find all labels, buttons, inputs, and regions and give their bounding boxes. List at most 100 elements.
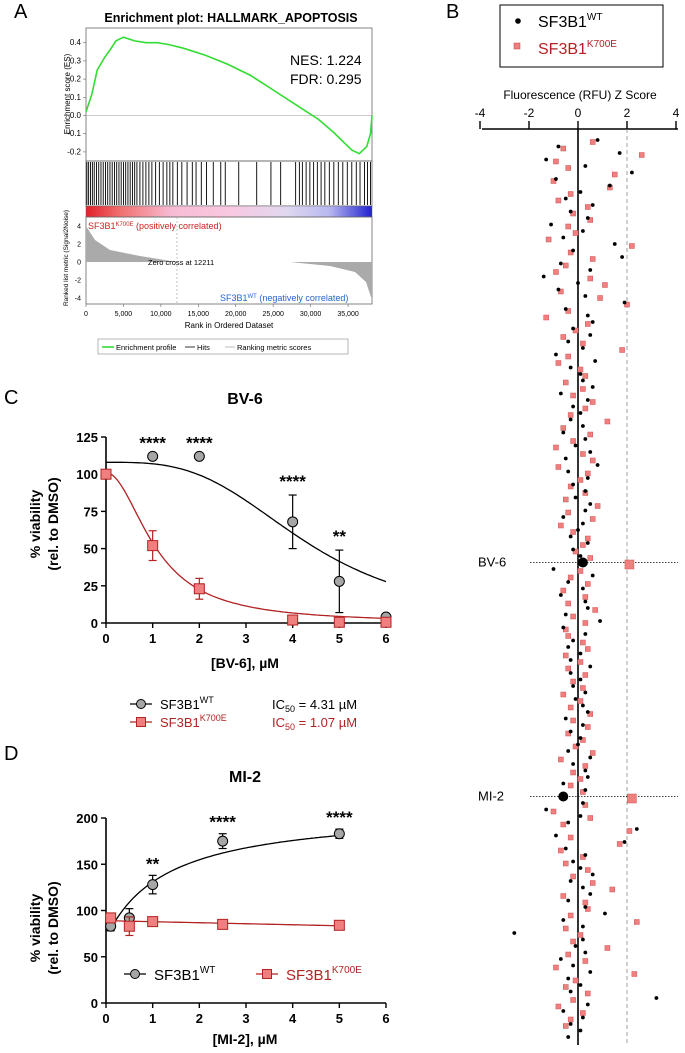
bv6-significance: ** [333,527,347,546]
screen-wt-point [563,612,568,617]
gsea-es-ylabel: Enrichment score (ES) [63,53,72,134]
gsea-metric-ytick-label: -4 [75,296,81,303]
screen-mut-point [567,249,574,256]
gsea-rank-bar [85,205,373,218]
screen-mut-point [594,503,601,509]
mi2-significance: **** [209,813,236,832]
screen-mut-point [589,457,596,464]
screen-mut-point [570,210,576,217]
screen-mut-point [634,919,640,925]
gsea-wt-label: SF3B1WT (negatively correlated) [220,293,348,303]
screen-wt-point [622,300,627,305]
panel-b: B SF3B1WT SF3B1K700E Fluorescence (RFU) … [446,1,680,1045]
screen-mut-point [582,373,589,379]
mi2-xlabel: [MI-2], µM [213,1031,278,1047]
bv6-title: BV-6 [227,391,263,408]
screen-mut-point [589,516,596,522]
screen-mut-point [560,334,567,340]
screen-wt-point [581,703,585,708]
screen-wt-point [581,723,585,727]
bv6Chart-xtick-label: 5 [336,631,343,646]
screen-mut-point [560,425,567,431]
screen-wt-point [561,781,566,786]
mi2-mut-point [123,920,135,932]
screen-mut-point [585,321,591,327]
bv6-mut-point [100,468,112,480]
screen-mut-point [582,594,589,600]
gsea-es-ytick-label: 0.2 [70,75,82,84]
screen-mut-point [560,145,567,152]
bv6-mut-point [380,616,392,628]
screen-wt-point [590,320,595,324]
gsea-legend-es: Enrichment profile [116,343,176,352]
screen-wt-point [581,1015,585,1020]
screen-mut-point [563,652,569,659]
screen-wt-point [563,307,568,311]
screen-wt-point [568,671,573,675]
screen-wt-point [595,463,600,467]
screen-wt-point [588,268,593,272]
mi2Chart-xtick-label: 3 [242,1011,249,1026]
screen-wt-point [581,586,585,591]
screen-xtick-label: 2 [624,106,631,120]
screen-wt-point [571,859,575,864]
screen-wt-point [581,229,585,233]
screen-mut-point [582,672,589,678]
mi2-mut-point [105,912,117,924]
screen-legend-wt: SF3B1WT [538,12,602,31]
screen-wt-point [590,573,595,578]
screen-wt-point [634,827,639,831]
screen-wt-point [568,989,573,994]
screen-wt-point [578,866,583,870]
screen-mut-point [567,834,574,841]
screen-mut-point [563,496,569,503]
screen-mut-point [567,912,574,919]
screen-mut-point [570,529,576,535]
screen-wt-point [571,248,575,253]
screen-mut-point [585,535,591,542]
mi2-fit-wt [110,834,340,930]
screen-wt-point [566,820,571,825]
gsea-xtick-label: 0 [84,311,88,318]
screen-wt-point [588,892,593,896]
screen-mut-point [577,568,584,574]
screen-wt-point [573,495,578,500]
screen-mut-point [589,256,596,262]
mi2Chart-xtick-label: 1 [149,1011,156,1026]
screen-mut-point [558,522,564,529]
screen-mut-point [567,704,574,711]
screen-wt-point [578,411,583,415]
screen-mut-point [602,282,608,288]
mi2Chart-ytick-label: 150 [76,857,98,872]
screen-mut-point [638,152,645,158]
screen-legend-mut: SF3B1K700E [538,39,617,58]
screen-mut-point [565,223,571,230]
screen-mut-point [589,139,596,145]
gsea-es-ytick-label: -0.1 [67,129,81,138]
bv6-legend-wt-marker [136,699,146,709]
screen-mut-point [577,698,584,704]
screen-legend-box [499,4,664,68]
panel-a-letter: A [14,1,28,23]
screen-mut-point [570,997,576,1003]
screen-wt-point [558,391,563,396]
screen-mut-point [585,867,591,873]
screen-mut-point [570,938,576,945]
screen-wt-point [563,716,568,721]
screen-wt-point [563,846,568,851]
screen-mut-point [555,464,562,470]
bv6Chart-xtick-label: 2 [196,631,203,646]
screen-wt-point [571,482,575,487]
screen-mut-point [563,984,569,990]
screen-mut-point [627,793,637,804]
screen-mut-point [565,665,571,672]
screen-wt-point [617,151,622,155]
screen-wt-point [566,1035,571,1039]
gsea-xtick-label: 15,000 [188,311,210,318]
screen-wt-point [577,557,588,568]
screen-mut-point [585,204,591,210]
screen-mut-point [582,620,589,626]
screen-mut-point [567,782,574,789]
screen-wt-point [578,190,583,194]
